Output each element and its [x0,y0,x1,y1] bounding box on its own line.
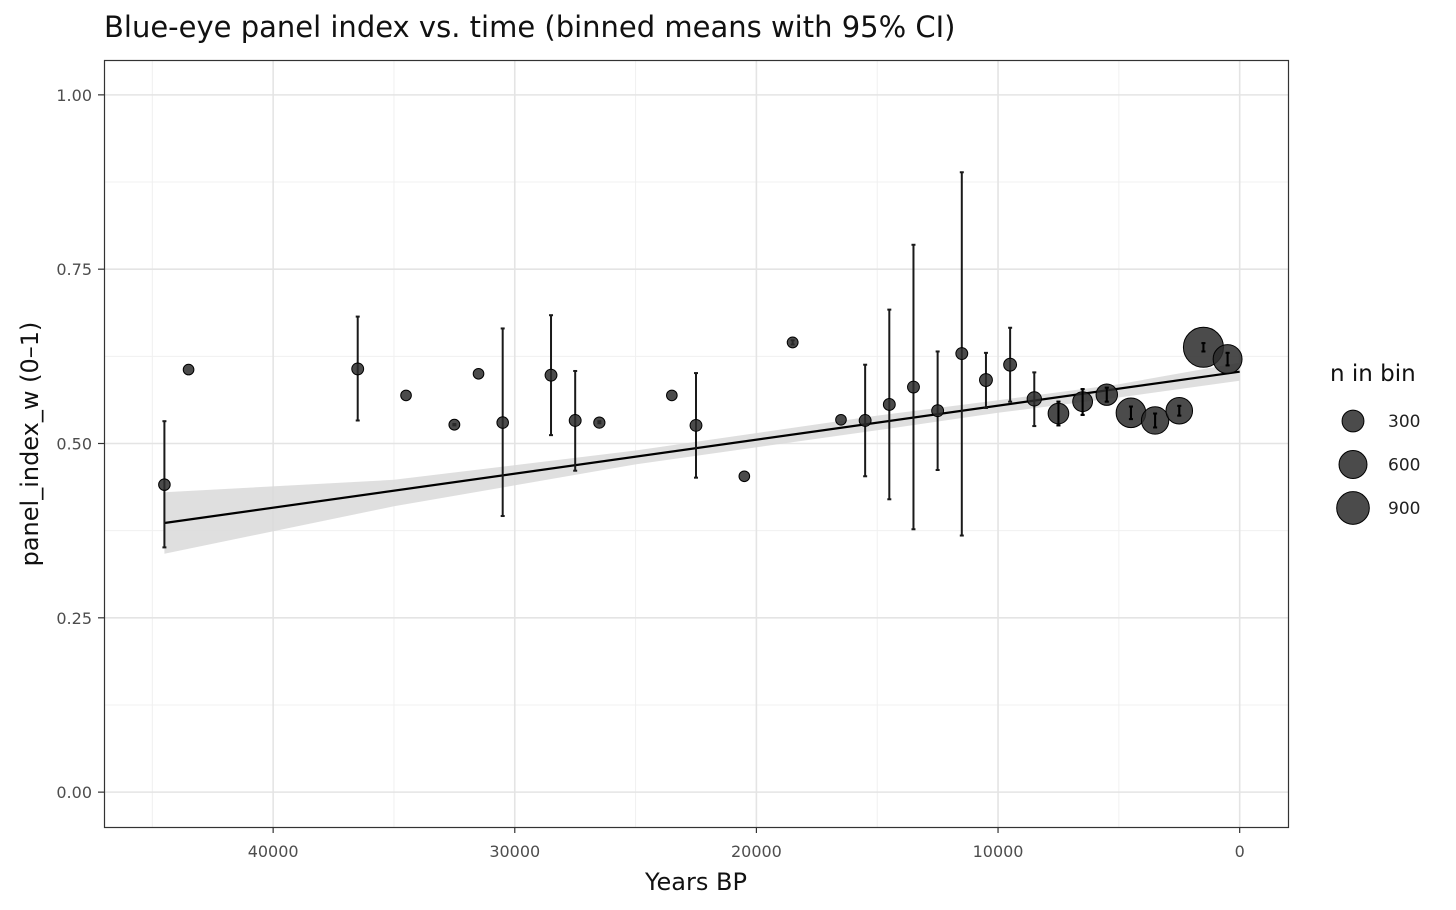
data-point [882,398,896,411]
data-point [979,373,993,387]
data-point [1026,391,1042,407]
legend-title: n in bin [1330,361,1416,387]
legend: n in bin 300 600 900 [1330,361,1420,525]
x-tick-label: 20000 [731,842,782,861]
data-point [689,418,703,432]
x-tick-label: 40000 [248,842,299,861]
data-point [858,414,872,427]
x-tick-label: 30000 [489,842,540,861]
legend-label: 900 [1388,499,1420,519]
x-tick-label: 10000 [973,842,1024,861]
legend-key [1341,409,1365,433]
data-point [351,362,365,376]
legend-key [1338,450,1368,479]
data-point [931,404,945,418]
data-point [568,414,582,427]
legend-items: 300 600 900 [1336,409,1420,525]
x-axis-title: Years BP [644,868,747,896]
data-point [738,470,751,483]
fit-line [164,370,1240,525]
x-tick-label: 0 [1235,842,1245,861]
data-point [907,380,920,394]
y-tick-label: 0.50 [56,435,92,454]
legend-key [1336,491,1370,525]
legend-label: 600 [1388,456,1420,476]
data-point [496,416,509,429]
data-points [158,326,1243,491]
y-tick-label: 0.00 [56,783,92,802]
data-point [158,478,171,491]
data-point [472,367,485,380]
x-axis-ticks: 40000 30000 20000 10000 0 [248,827,1245,861]
data-point [835,413,847,426]
data-point [182,363,195,376]
data-point [593,416,606,429]
data-point [1003,357,1018,372]
legend-label: 300 [1388,412,1420,432]
y-axis-title: panel_index_w (0–1) [16,322,44,567]
grid-lines [104,60,1288,827]
data-point [400,389,412,402]
data-point [448,418,461,431]
data-point [544,368,558,382]
data-point [666,389,678,402]
data-point [955,347,969,360]
chart-title: Blue-eye panel index vs. time (binned me… [104,10,956,44]
y-tick-label: 0.25 [56,609,92,628]
data-point [786,336,799,349]
y-axis-ticks: 0.00 0.25 0.50 0.75 1.00 [56,86,104,802]
plot-border [103,59,1290,829]
fit-line-layer [164,370,1240,525]
y-tick-label: 0.75 [56,260,92,279]
y-tick-label: 1.00 [56,86,92,105]
